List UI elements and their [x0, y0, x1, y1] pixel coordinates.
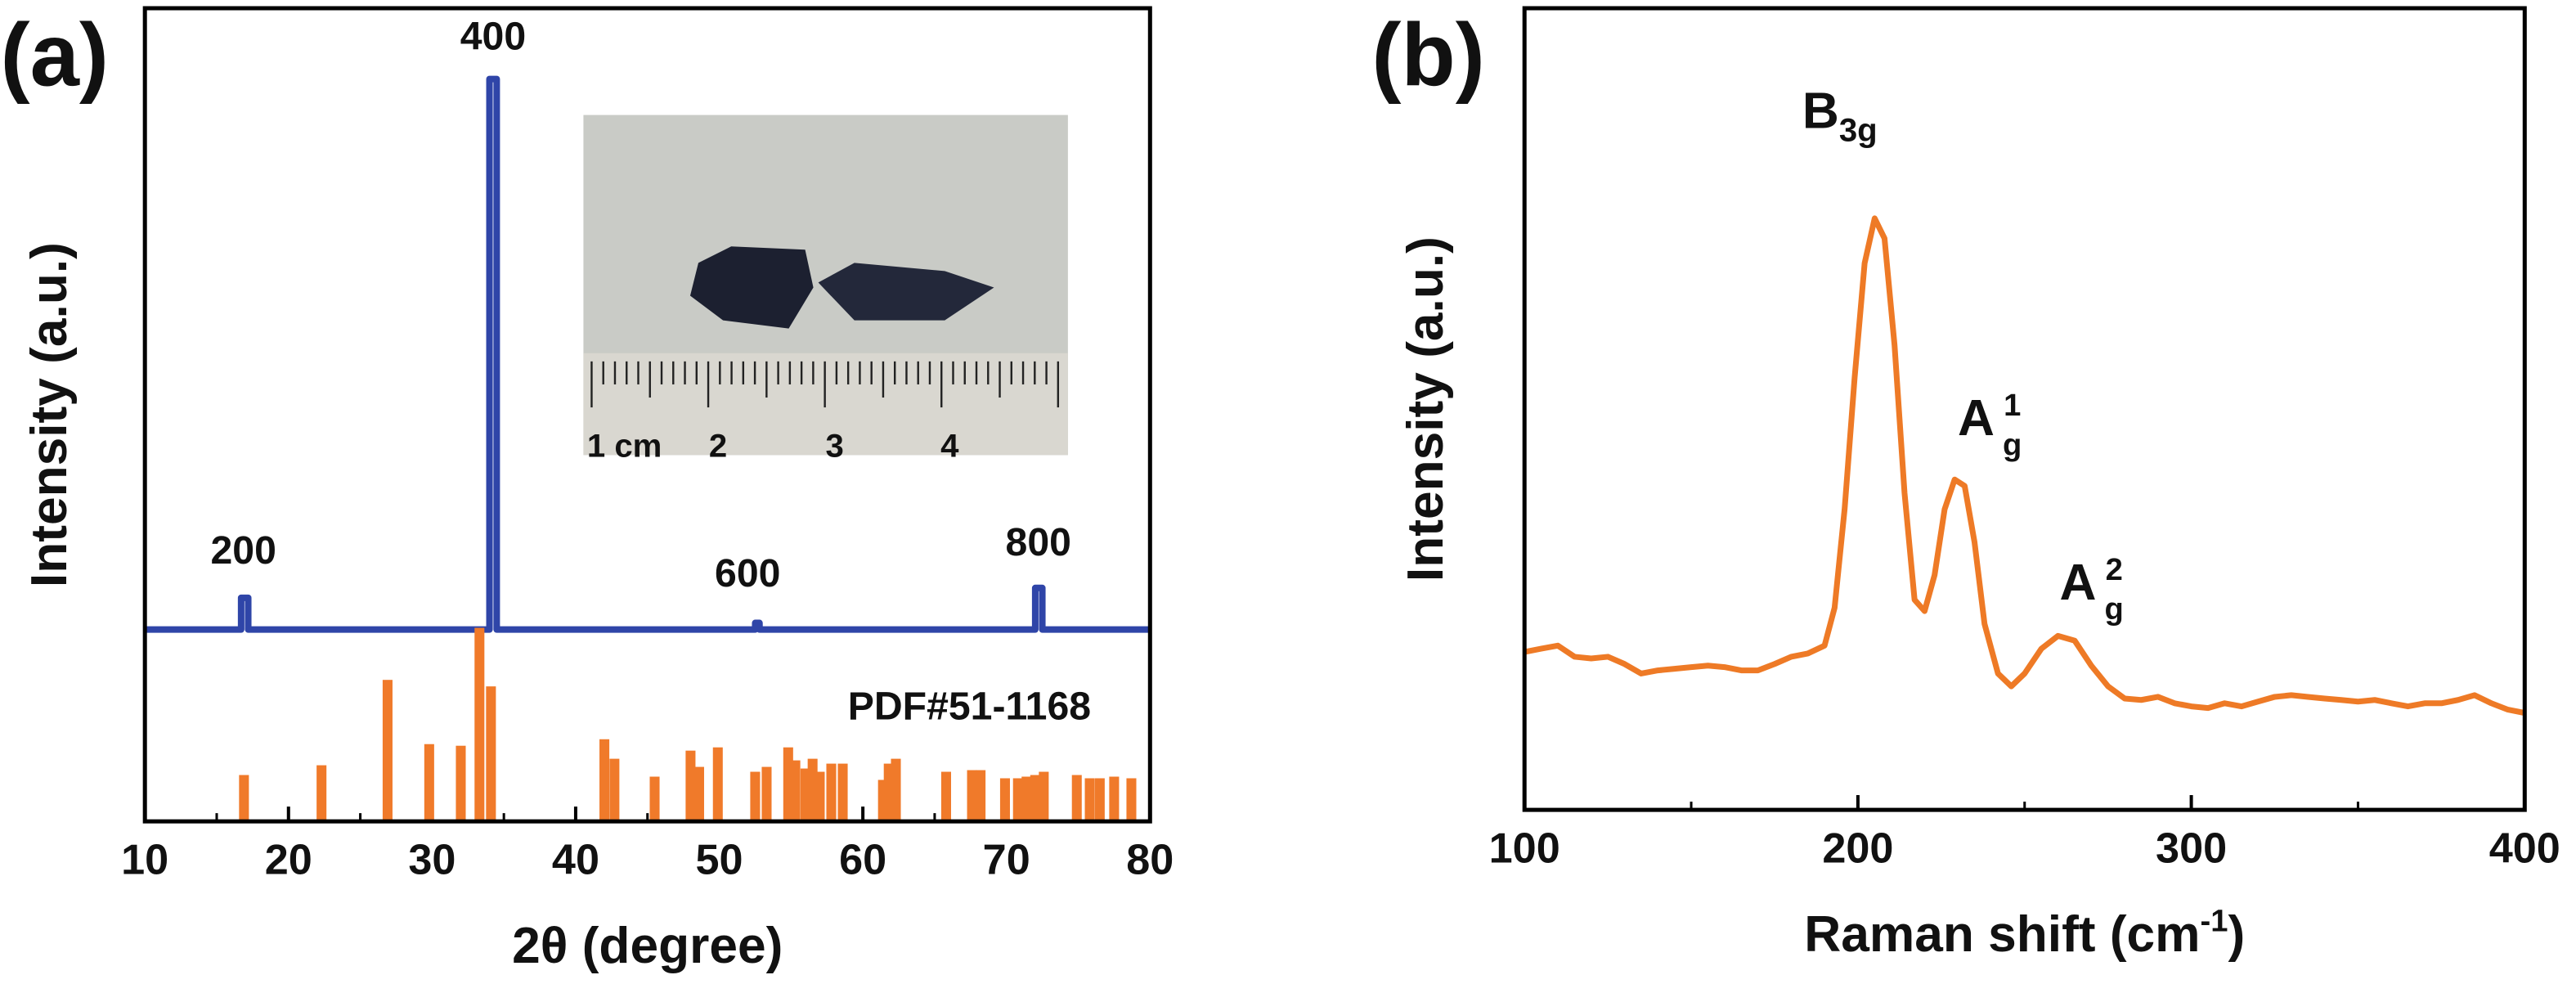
x-tick-label: 300 — [2156, 824, 2227, 872]
x-tick-label: 200 — [1822, 824, 1893, 872]
crystal — [689, 246, 814, 329]
y-axis-label: Intensity (a.u.) — [1398, 236, 1454, 582]
x-tick-label: 70 — [983, 836, 1030, 883]
crystal — [818, 263, 994, 321]
panel-label: (a) — [0, 5, 109, 104]
annotation-text: 600 — [715, 551, 780, 595]
annotation-sub: g — [2105, 591, 2124, 627]
bar — [239, 775, 249, 822]
bar — [712, 747, 723, 822]
bar — [826, 763, 837, 822]
series-line — [145, 75, 1151, 633]
annotation-sup: 1 — [2004, 388, 2021, 423]
panel-label: (b) — [1371, 5, 1484, 104]
ruler-label: 4 — [940, 427, 959, 464]
bar — [685, 750, 696, 822]
bar — [976, 770, 986, 822]
annotation: 200 — [210, 528, 276, 573]
bar — [609, 758, 620, 822]
bar — [999, 778, 1010, 822]
ruler-ticks — [590, 361, 1060, 408]
panel: (b) 100 200 300 400 Raman shift (cm-1) Intensi… — [1371, 5, 2560, 962]
annotation-text: 800 — [1006, 520, 1071, 564]
bar — [1084, 778, 1095, 822]
x-label-sup: -1 — [2201, 904, 2228, 939]
bar — [474, 627, 485, 822]
x-tick-label: 10 — [121, 836, 168, 883]
annotation-text: B — [1802, 83, 1839, 140]
bar — [693, 766, 704, 822]
bar — [1126, 778, 1137, 822]
annotation-text: PDF#51-1168 — [848, 685, 1091, 729]
bar — [599, 739, 610, 822]
plot-frame — [142, 6, 1152, 824]
bar — [649, 776, 660, 822]
annotation: B3g — [1802, 83, 1878, 149]
x-tick-label: 40 — [552, 836, 599, 883]
x-tick-label: 30 — [408, 836, 456, 883]
bar — [456, 745, 466, 822]
bar — [891, 758, 901, 822]
annotation-sup: 2 — [2106, 552, 2123, 587]
bar — [424, 744, 434, 822]
x-axis-label: 2θ (degree) — [512, 918, 783, 974]
x-label-tail: ) — [2228, 906, 2245, 963]
bar — [761, 766, 772, 822]
annotation-sub: g — [2003, 427, 2022, 462]
x-tick-label: 20 — [265, 836, 312, 883]
bar — [750, 771, 761, 822]
bar — [967, 770, 977, 822]
annotation-text: 400 — [460, 14, 526, 58]
inset-photo — [583, 115, 1068, 456]
series-line — [1524, 215, 2525, 717]
annotation: 600 — [715, 551, 780, 595]
x-tick-label: 400 — [2489, 824, 2560, 872]
x-tick-label: 80 — [1126, 836, 1174, 883]
bar — [1021, 776, 1032, 822]
y-axis-label: Intensity (a.u.) — [21, 242, 78, 587]
annotation-text: 200 — [210, 528, 276, 573]
bar — [790, 760, 801, 822]
x-tick-label: 100 — [1489, 824, 1560, 872]
annotation: PDF#51-1168 — [848, 685, 1091, 729]
bar — [1071, 775, 1082, 822]
bar — [1094, 778, 1105, 822]
bar — [1039, 771, 1049, 822]
bar — [940, 771, 951, 822]
annotation: 800 — [1006, 520, 1071, 564]
ruler-label: 1 cm — [587, 427, 662, 464]
panel: (a) 10 20 30 40 50 60 70 80 2θ (degree) Intensity … — [0, 5, 1174, 973]
x-tick-label: 50 — [695, 836, 743, 883]
annotation-text: A — [2060, 555, 2097, 611]
bar — [815, 771, 825, 822]
bar — [1012, 778, 1023, 822]
ruler-label: 3 — [826, 427, 844, 464]
bar — [837, 763, 848, 822]
bar — [382, 680, 393, 822]
plot-frame — [1522, 6, 2527, 812]
annotation-text: A — [1958, 390, 1995, 447]
ruler-label: 2 — [709, 427, 727, 464]
bar — [1109, 776, 1120, 822]
annotation: 400 — [460, 14, 526, 58]
bar — [486, 686, 496, 822]
x-tick-label: 60 — [839, 836, 886, 883]
x-label-text: Raman shift (cm — [1804, 906, 2200, 963]
bar — [316, 765, 327, 822]
bar — [1030, 775, 1040, 822]
annotation-sub: 3g — [1839, 112, 1878, 149]
x-axis-label: Raman shift (cm-1) — [1804, 904, 2245, 963]
